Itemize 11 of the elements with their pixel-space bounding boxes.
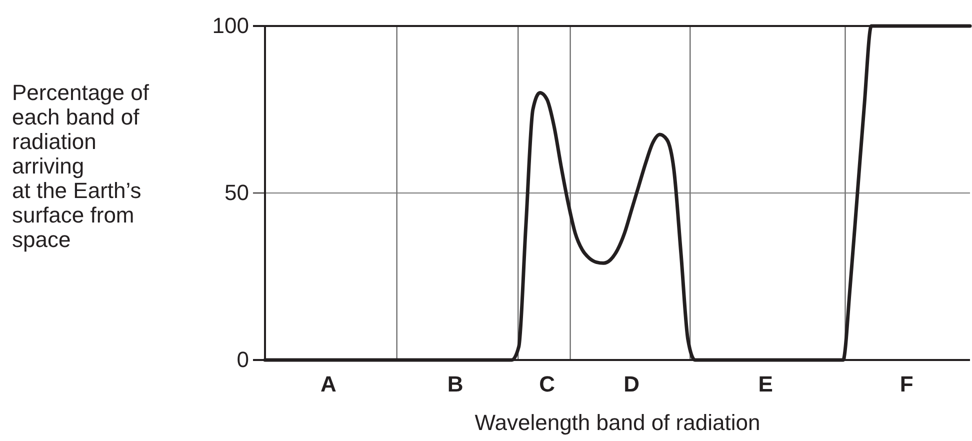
- x-axis-title: Wavelength band of radiation: [474, 410, 760, 435]
- x-tick-label: C: [539, 372, 556, 397]
- y-tick-label: 0: [236, 347, 249, 372]
- x-tick-label: F: [900, 372, 914, 397]
- y-tick-label: 50: [224, 180, 249, 206]
- x-tick-label: A: [320, 372, 337, 397]
- x-tick-label: E: [758, 372, 773, 397]
- y-tick-label: 100: [212, 13, 249, 38]
- y-axis-title: Percentage of each band of radiation arriving at the Earth’s surface from space: [12, 80, 150, 252]
- x-tick-label: D: [624, 372, 640, 397]
- x-tick-label: B: [447, 372, 464, 397]
